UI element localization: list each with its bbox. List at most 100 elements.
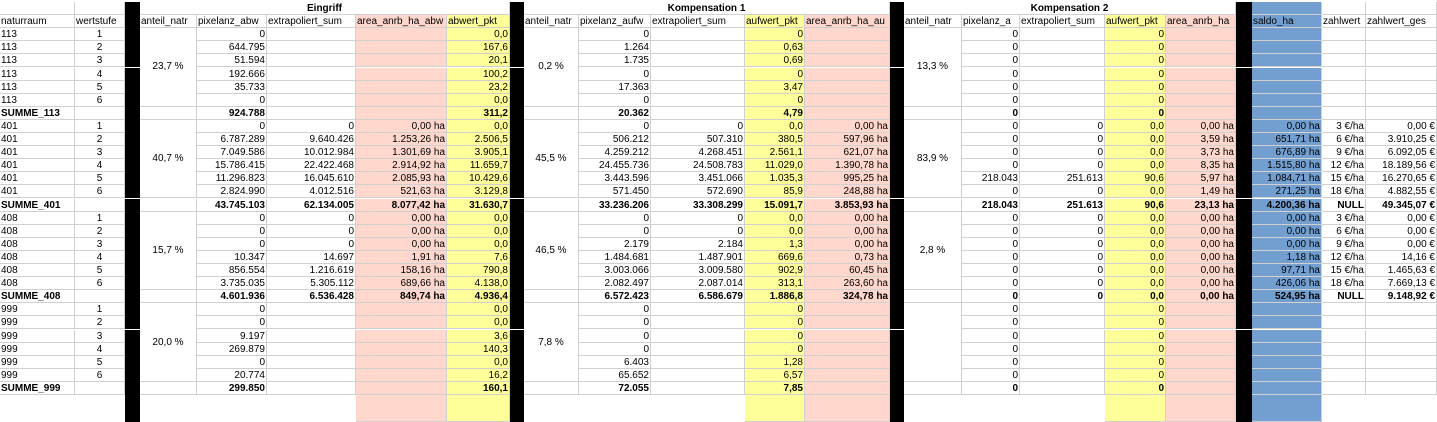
table-cell[interactable]: 0 [962, 277, 1020, 291]
table-cell[interactable] [356, 41, 447, 55]
table-cell[interactable] [651, 303, 745, 317]
table-cell[interactable]: 0 [579, 224, 651, 238]
table-cell[interactable]: 0 [962, 67, 1020, 81]
table-cell[interactable]: 571.450 [579, 185, 651, 199]
column-header[interactable] [890, 15, 904, 29]
table-cell[interactable] [125, 133, 140, 147]
table-cell[interactable]: 6.092,05 € [1366, 146, 1437, 160]
table-cell[interactable] [1020, 93, 1105, 107]
table-cell[interactable]: 999 [0, 316, 75, 330]
table-cell[interactable] [890, 172, 904, 186]
table-cell[interactable]: 140,3 [447, 342, 510, 356]
sum-cell[interactable] [890, 290, 904, 304]
table-cell[interactable]: 999 [0, 342, 75, 356]
table-cell[interactable]: 12 €/ha [1322, 250, 1366, 264]
table-cell[interactable]: 10.429,6 [447, 172, 510, 186]
sum-cell[interactable]: NULL [1322, 198, 1366, 212]
table-cell[interactable]: 597,96 ha [805, 133, 890, 147]
table-cell[interactable]: 0 [197, 28, 267, 42]
table-cell[interactable]: 2.082.497 [579, 277, 651, 291]
table-cell[interactable]: 2.914,92 ha [356, 159, 447, 173]
table-cell[interactable] [1236, 119, 1252, 133]
table-cell[interactable]: 506.212 [579, 133, 651, 147]
table-cell[interactable] [510, 329, 524, 343]
table-cell[interactable]: 0 [962, 41, 1020, 55]
table-cell[interactable]: 572.690 [651, 185, 745, 199]
table-cell[interactable] [651, 316, 745, 330]
sum-cell[interactable] [75, 381, 125, 395]
table-cell[interactable]: 401 [0, 146, 75, 160]
table-cell[interactable] [1020, 316, 1105, 330]
table-cell[interactable] [356, 368, 447, 382]
sum-cell[interactable] [524, 198, 579, 212]
table-cell[interactable]: 20.774 [197, 368, 267, 382]
table-cell[interactable]: 269.879 [197, 342, 267, 356]
table-cell[interactable] [890, 355, 904, 369]
table-cell[interactable]: 902,9 [745, 264, 805, 278]
table-cell[interactable] [1236, 54, 1252, 68]
table-cell[interactable] [1166, 316, 1236, 330]
sum-cell[interactable]: 6.536.428 [267, 290, 356, 304]
table-cell[interactable]: 4 [75, 250, 125, 264]
sum-cell[interactable]: 218.043 [962, 198, 1020, 212]
group-header-2[interactable]: Kompensation 2 [904, 2, 1236, 16]
table-cell[interactable]: 0,0 [745, 224, 805, 238]
table-cell[interactable]: 1 [75, 119, 125, 133]
table-cell[interactable]: 0 [267, 211, 356, 225]
table-cell[interactable]: 6.787.289 [197, 133, 267, 147]
anteil-natr-cell[interactable]: 0,2 % [524, 28, 579, 107]
sum-cell[interactable]: 43.745.103 [197, 198, 267, 212]
sum-cell[interactable] [890, 106, 904, 120]
table-cell[interactable]: 14.697 [267, 250, 356, 264]
table-cell[interactable]: 1 [75, 28, 125, 42]
filler-cell[interactable] [447, 395, 510, 422]
sum-cell[interactable]: 0 [1020, 290, 1105, 304]
table-cell[interactable]: 15.786.415 [197, 159, 267, 173]
sum-cell[interactable]: 4.601.936 [197, 290, 267, 304]
table-cell[interactable]: 1 [75, 211, 125, 225]
table-cell[interactable] [1366, 368, 1437, 382]
table-cell[interactable]: 0 [1020, 133, 1105, 147]
table-cell[interactable]: 0,00 ha [805, 237, 890, 251]
filler-cell[interactable] [356, 395, 447, 422]
table-cell[interactable]: 113 [0, 80, 75, 94]
sum-cell[interactable] [1366, 106, 1437, 120]
table-cell[interactable] [890, 185, 904, 199]
table-cell[interactable]: 0,00 ha [1166, 119, 1236, 133]
table-cell[interactable] [1366, 28, 1437, 42]
table-cell[interactable]: 18 €/ha [1322, 185, 1366, 199]
table-cell[interactable] [267, 355, 356, 369]
table-cell[interactable] [510, 342, 524, 356]
table-cell[interactable] [356, 28, 447, 42]
table-cell[interactable]: 192.666 [197, 67, 267, 81]
table-cell[interactable] [125, 303, 140, 317]
table-cell[interactable]: 271,25 ha [1252, 185, 1322, 199]
table-cell[interactable] [510, 67, 524, 81]
table-cell[interactable]: 0 [197, 211, 267, 225]
table-cell[interactable]: 2.561,1 [745, 146, 805, 160]
table-cell[interactable] [267, 80, 356, 94]
table-cell[interactable] [1166, 67, 1236, 81]
sum-cell[interactable]: 0,0 [1105, 290, 1166, 304]
table-cell[interactable] [510, 264, 524, 278]
table-cell[interactable] [1236, 80, 1252, 94]
table-cell[interactable]: 0 [962, 316, 1020, 330]
table-cell[interactable]: 1.253,26 ha [356, 133, 447, 147]
table-cell[interactable]: 23,2 [447, 80, 510, 94]
table-cell[interactable]: 0,0 [447, 303, 510, 317]
sum-cell[interactable]: 9.148,92 € [1366, 290, 1437, 304]
table-cell[interactable] [1166, 303, 1236, 317]
table-cell[interactable]: 0,00 ha [356, 237, 447, 251]
table-cell[interactable]: 9.640.426 [267, 133, 356, 147]
filler-cell[interactable] [510, 395, 524, 422]
sum-cell[interactable]: 6.586.679 [651, 290, 745, 304]
table-cell[interactable]: 0,0 [1105, 185, 1166, 199]
column-header[interactable]: anteil_natr [140, 15, 197, 29]
table-cell[interactable] [805, 54, 890, 68]
table-cell[interactable]: 18.189,56 € [1366, 159, 1437, 173]
table-cell[interactable] [356, 342, 447, 356]
table-cell[interactable]: 0 [962, 264, 1020, 278]
sum-cell[interactable] [805, 381, 890, 395]
table-cell[interactable] [1252, 342, 1322, 356]
table-cell[interactable] [1252, 368, 1322, 382]
